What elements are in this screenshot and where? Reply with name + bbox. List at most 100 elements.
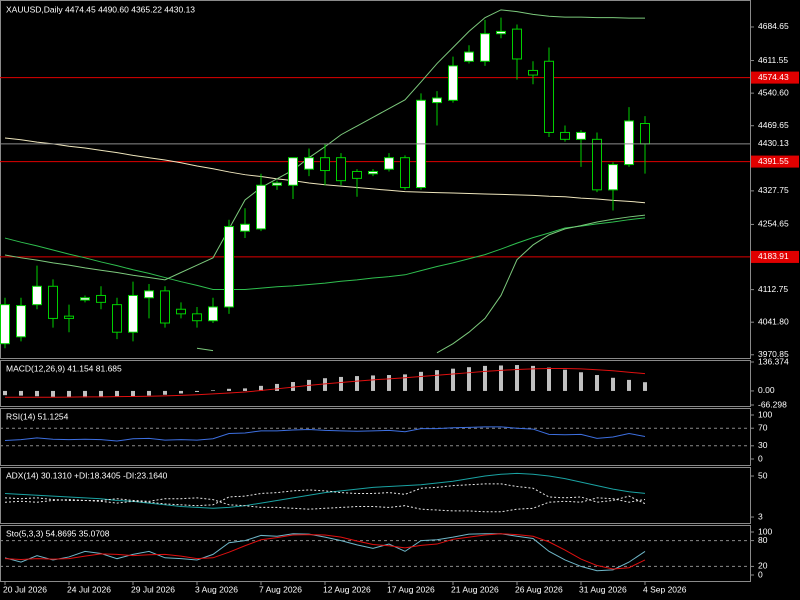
histogram-bar (115, 390, 119, 397)
indicator-line (4, 472, 646, 509)
y-tick-label: 4112.75 (758, 284, 788, 294)
x-tick-label: 12 Aug 2026 (323, 584, 371, 594)
histogram-bar (371, 375, 375, 391)
histogram-bar (627, 379, 631, 391)
pane-label: ADX(14) 30.1310 +DI:18.3405 -DI:23.1640 (6, 470, 168, 480)
candle-body (464, 51, 474, 62)
histogram-bar (275, 383, 279, 391)
candle-body (480, 33, 490, 62)
y-tick-label: 4684.65 (758, 21, 789, 31)
histogram-bar (323, 378, 327, 391)
candle-body (240, 223, 250, 232)
histogram-bar (195, 390, 199, 392)
histogram-bar (83, 390, 87, 398)
candle-body (0, 304, 10, 345)
candle-body (640, 123, 650, 145)
candle-body (496, 30, 506, 35)
x-tick-label: 17 Aug 2026 (387, 584, 435, 594)
histogram-bar (579, 372, 583, 391)
y-tick-label: 4469.65 (758, 120, 789, 130)
histogram-bar (179, 390, 183, 394)
candle-body (208, 306, 218, 322)
histogram-bar (515, 365, 519, 391)
indicator-line (4, 533, 646, 572)
level-label: 4574.43 (758, 72, 789, 82)
histogram-bar (467, 367, 471, 391)
candle-body (384, 157, 394, 170)
histogram-bar (147, 390, 151, 396)
histogram-bar (211, 390, 215, 391)
histogram-bar (451, 368, 455, 391)
histogram-bar (643, 382, 647, 391)
histogram-bar (531, 365, 535, 391)
pane-border (0, 360, 751, 407)
indicator-line (4, 426, 646, 442)
histogram-bar (499, 365, 503, 391)
x-tick-label: 31 Aug 2026 (579, 584, 627, 594)
histogram-bar (19, 390, 23, 396)
indicator-line (4, 497, 646, 513)
histogram-bar (3, 390, 7, 396)
y-tick-label: 3 (758, 511, 763, 521)
candle-body (32, 285, 42, 306)
histogram-bar (595, 375, 599, 391)
pane-border (0, 525, 751, 582)
level-label-box (751, 71, 799, 84)
candle-body (400, 157, 410, 189)
histogram-bar (99, 390, 103, 397)
pane-border (0, 0, 751, 359)
histogram-bar (163, 390, 167, 395)
pane-label: RSI(14) 51.1254 (6, 411, 69, 421)
pane (0, 9, 750, 354)
histogram-bar (355, 376, 359, 391)
candle-body (320, 157, 330, 172)
level-label: 4391.55 (758, 156, 789, 166)
y-tick-label: 136.374 (758, 356, 789, 366)
histogram-bar (403, 374, 407, 391)
pane-border (0, 467, 751, 524)
y-tick-label: 100 (758, 526, 772, 536)
y-tick-label: 80 (758, 535, 768, 545)
histogram-bar (51, 390, 55, 397)
candle-body (608, 164, 618, 191)
histogram-bar (339, 376, 343, 391)
candle-body (336, 157, 346, 182)
pane (3, 365, 647, 398)
pane (0, 426, 750, 447)
y-tick-label: 100 (758, 409, 772, 419)
y-tick-label: 4327.75 (758, 185, 789, 195)
candle-body (528, 69, 538, 76)
candle-body (112, 304, 122, 333)
y-tick-label: 70 (758, 422, 768, 432)
level-label: 4183.91 (758, 251, 789, 261)
indicator-line (196, 214, 646, 354)
histogram-bar (227, 388, 231, 391)
histogram-bar (435, 370, 439, 391)
histogram-bar (35, 390, 39, 397)
candle-body (272, 182, 282, 186)
y-tick-label: -66.298 (758, 399, 787, 409)
y-tick-label: 0 (758, 453, 763, 463)
y-tick-label: 0 (758, 569, 763, 579)
candle-body (592, 138, 602, 191)
y-tick-label: 4540.60 (758, 87, 789, 97)
x-tick-label: 29 Jul 2026 (131, 584, 175, 594)
candle-body (160, 290, 170, 324)
histogram-bar (547, 367, 551, 391)
indicator-line (4, 533, 646, 570)
candle-body (288, 157, 298, 186)
candle-body (176, 308, 186, 315)
y-tick-label: 30 (758, 440, 768, 450)
pane (4, 472, 646, 513)
candle-body (544, 60, 554, 133)
indicator-line (4, 217, 646, 290)
histogram-bar (243, 388, 247, 391)
candle-body (80, 297, 90, 301)
x-tick-label: 24 Jul 2026 (67, 584, 111, 594)
y-tick-label: 50 (758, 470, 768, 480)
histogram-bar (67, 390, 71, 398)
x-tick-label: 7 Aug 2026 (259, 584, 302, 594)
indicator-line (5, 367, 646, 398)
